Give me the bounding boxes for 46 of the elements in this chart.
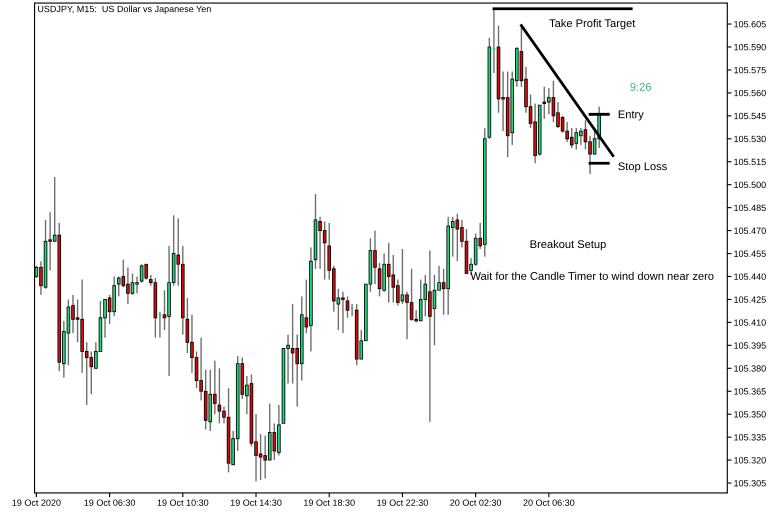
y-tick-label: 105.410	[734, 319, 766, 326]
annotation: Entry	[618, 110, 644, 120]
y-tick-label: 105.605	[734, 21, 766, 28]
annotation: Stop Loss	[618, 162, 667, 172]
y-tick-label: 105.515	[734, 158, 766, 166]
candlestick	[186, 297, 190, 354]
candlestick	[418, 278, 423, 322]
x-tick-label: 19 Oct 14:30	[230, 499, 282, 506]
y-tick-label: 105.455	[734, 250, 766, 257]
x-tick-label: 19 Oct 18:30	[304, 499, 355, 506]
y-tick-label: 105.545	[734, 112, 766, 120]
y-tick-label: 105.560	[734, 90, 766, 96]
x-tick-label: 20 Oct 02:30	[450, 499, 502, 506]
y-tick-label: 105.320	[734, 457, 766, 464]
y-tick-label: 105.335	[734, 434, 766, 441]
y-tick-label: 105.395	[734, 342, 766, 349]
y-tick-label: 105.500	[734, 182, 766, 188]
y-tick-label: 105.440	[734, 273, 766, 280]
candlestick	[391, 254, 396, 304]
candlestick	[542, 86, 546, 120]
y-tick-label: 105.365	[734, 388, 766, 395]
y-tick-label: 105.380	[734, 365, 766, 372]
candlestick	[116, 276, 121, 298]
y-tick-label: 105.350	[734, 411, 766, 418]
annotation: Take Profit Target	[549, 18, 636, 30]
candlestick	[346, 296, 350, 318]
candlestick	[144, 264, 148, 280]
x-tick-label: 19 Oct 10:30	[158, 499, 208, 506]
annotation: Breakout Setup	[530, 240, 606, 250]
y-tick-label: 105.305	[734, 480, 766, 486]
y-tick-label: 105.575	[734, 66, 766, 74]
x-tick-label: 19 Oct 2020	[12, 499, 61, 506]
x-tick-label: 19 Oct 06:30	[84, 499, 136, 506]
chart-title: USDJPY, M15: US Dollar vs Japanese Yen	[38, 6, 211, 14]
candlestick	[350, 303, 354, 317]
candlestick	[570, 127, 574, 149]
y-tick-label: 105.590	[734, 44, 766, 50]
y-tick-label: 105.470	[734, 228, 766, 234]
x-tick-label: 20 Oct 06:30	[523, 499, 574, 506]
y-tick-label: 105.425	[734, 296, 766, 303]
y-tick-label: 105.485	[734, 204, 766, 212]
annotation: 9:26	[630, 82, 652, 91]
y-tick-label: 105.530	[734, 136, 766, 142]
x-tick-label: 19 Oct 22:30	[377, 499, 428, 506]
candlestick	[322, 220, 326, 280]
annotation: Wait for the Candle Timer to wind down near zero	[470, 272, 714, 280]
